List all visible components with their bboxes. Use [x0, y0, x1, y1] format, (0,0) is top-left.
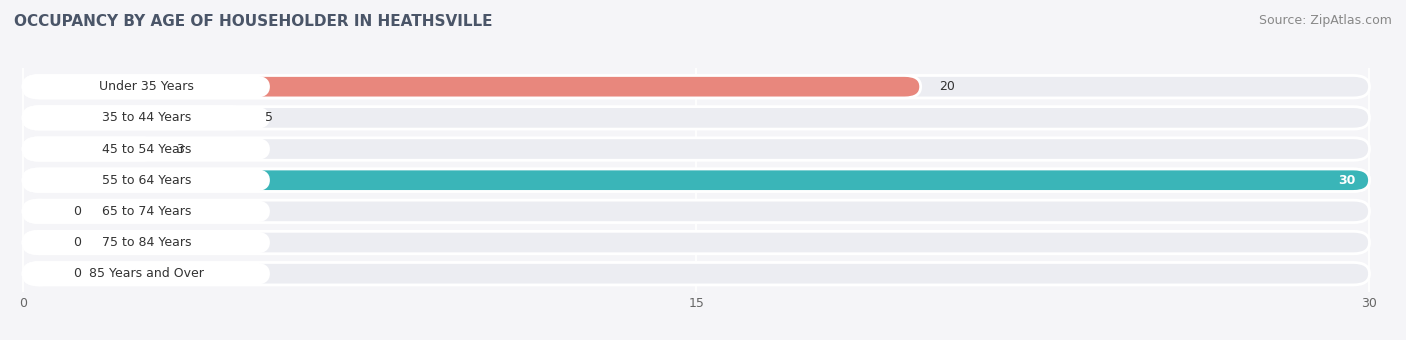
- FancyBboxPatch shape: [22, 200, 1369, 223]
- Text: 45 to 54 Years: 45 to 54 Years: [101, 142, 191, 155]
- FancyBboxPatch shape: [22, 107, 270, 129]
- FancyBboxPatch shape: [22, 107, 1369, 129]
- Text: 30: 30: [1339, 174, 1355, 187]
- FancyBboxPatch shape: [22, 107, 247, 129]
- Text: OCCUPANCY BY AGE OF HOUSEHOLDER IN HEATHSVILLE: OCCUPANCY BY AGE OF HOUSEHOLDER IN HEATH…: [14, 14, 492, 29]
- Text: 55 to 64 Years: 55 to 64 Years: [101, 174, 191, 187]
- Text: 0: 0: [73, 267, 82, 280]
- FancyBboxPatch shape: [22, 262, 55, 285]
- FancyBboxPatch shape: [22, 138, 1369, 160]
- Text: Under 35 Years: Under 35 Years: [98, 80, 194, 93]
- Text: 85 Years and Over: 85 Years and Over: [89, 267, 204, 280]
- Text: 5: 5: [266, 112, 273, 124]
- FancyBboxPatch shape: [22, 231, 55, 254]
- FancyBboxPatch shape: [22, 75, 270, 98]
- Text: 20: 20: [939, 80, 955, 93]
- FancyBboxPatch shape: [22, 75, 921, 98]
- Text: 0: 0: [73, 236, 82, 249]
- FancyBboxPatch shape: [22, 200, 55, 223]
- FancyBboxPatch shape: [22, 200, 270, 223]
- Text: Source: ZipAtlas.com: Source: ZipAtlas.com: [1258, 14, 1392, 27]
- Text: 75 to 84 Years: 75 to 84 Years: [101, 236, 191, 249]
- Text: 35 to 44 Years: 35 to 44 Years: [101, 112, 191, 124]
- FancyBboxPatch shape: [22, 231, 1369, 254]
- FancyBboxPatch shape: [22, 75, 1369, 98]
- FancyBboxPatch shape: [22, 169, 1369, 191]
- FancyBboxPatch shape: [22, 262, 1369, 285]
- FancyBboxPatch shape: [22, 169, 270, 191]
- Text: 65 to 74 Years: 65 to 74 Years: [101, 205, 191, 218]
- FancyBboxPatch shape: [22, 138, 157, 160]
- FancyBboxPatch shape: [22, 231, 270, 254]
- FancyBboxPatch shape: [22, 262, 270, 285]
- FancyBboxPatch shape: [22, 169, 1369, 191]
- Text: 3: 3: [176, 142, 184, 155]
- Text: 0: 0: [73, 205, 82, 218]
- FancyBboxPatch shape: [22, 138, 270, 160]
